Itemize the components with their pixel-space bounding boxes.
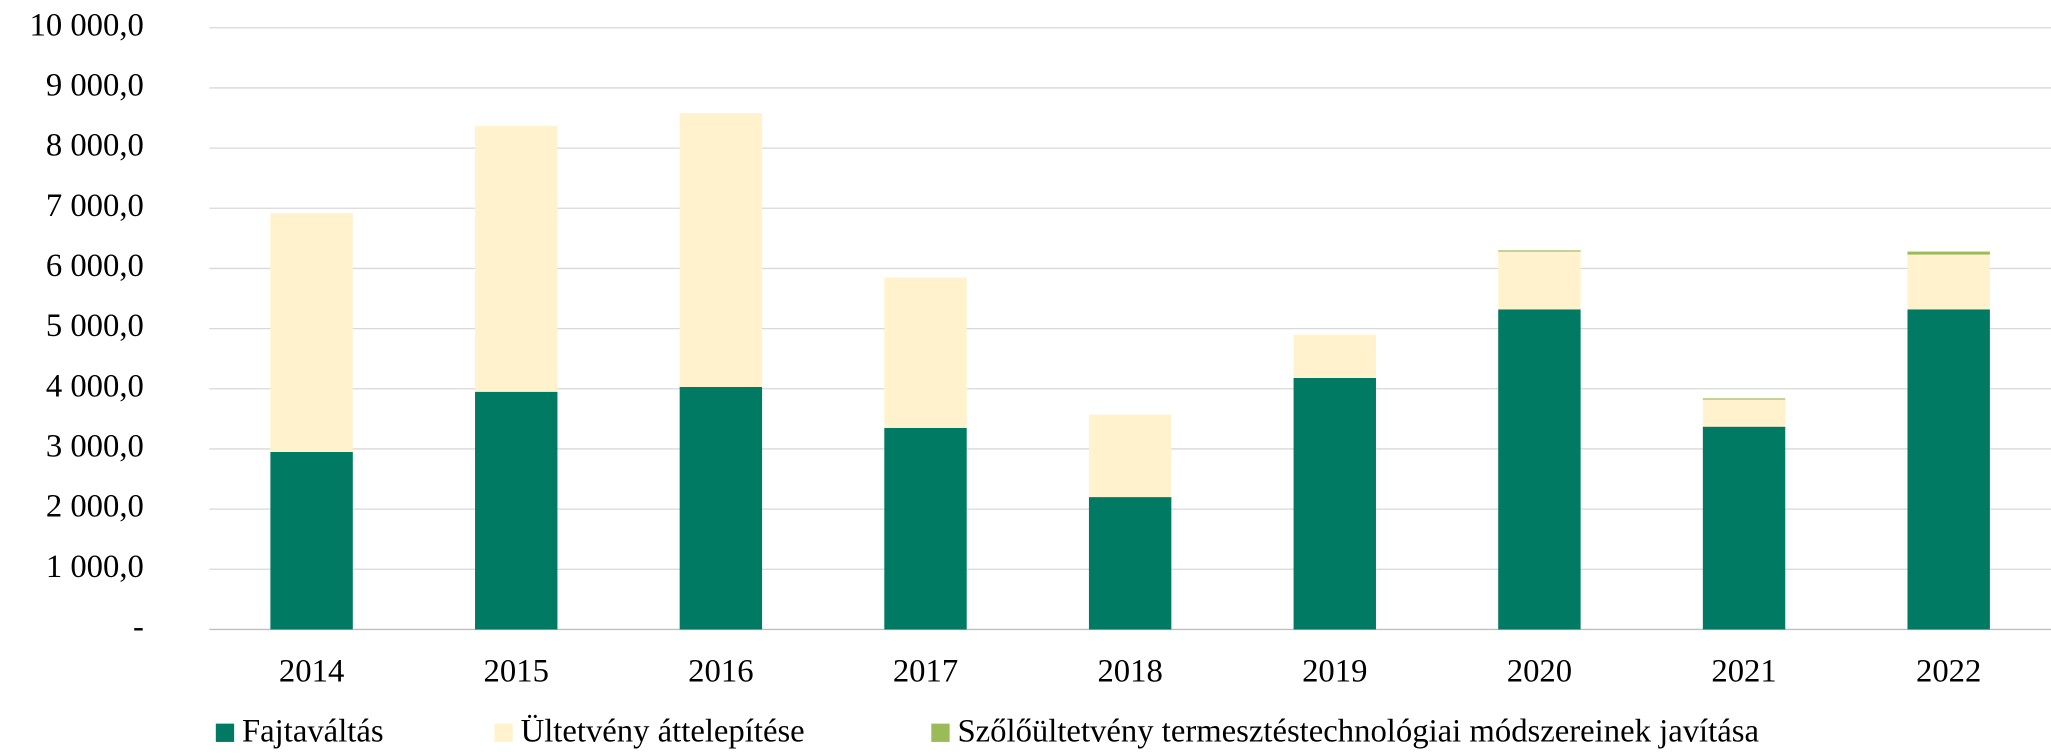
bar-segment (1498, 309, 1581, 630)
bar-segment (1907, 309, 1990, 630)
bar-segment (884, 277, 967, 428)
x-tick-label: 2018 (1097, 653, 1162, 689)
x-tick-label: 2020 (1507, 653, 1572, 689)
x-tick-label: 2017 (893, 653, 958, 689)
legend-label: Szőlőültetvény termesztéstechnológiai mó… (957, 714, 1759, 750)
bar-segment (1907, 251, 1990, 255)
bar-segment (679, 386, 763, 630)
bar-segment (270, 213, 353, 452)
bar-segment (884, 427, 967, 630)
y-tick-label: 1 000,0 (46, 549, 144, 585)
y-tick-label: 7 000,0 (46, 188, 144, 224)
x-tick-label: 2021 (1711, 653, 1776, 689)
legend-swatch (931, 723, 950, 742)
legend-label: Fajtaváltás (242, 714, 384, 750)
bar-segment (679, 113, 763, 387)
bar-segment (475, 125, 558, 392)
y-tick-label: 3 000,0 (46, 428, 144, 464)
bar-segment (1498, 251, 1581, 310)
y-tick-label: 5 000,0 (46, 308, 144, 344)
bar-segment (475, 391, 558, 630)
x-tick-label: 2019 (1302, 653, 1367, 689)
x-tick-label: 2014 (279, 653, 344, 689)
y-tick-label: 8 000,0 (46, 128, 144, 164)
y-tick-label: 6 000,0 (46, 248, 144, 284)
bar-segment (1702, 399, 1786, 427)
bar-segment (1088, 497, 1172, 630)
x-tick-label: 2015 (484, 653, 549, 689)
legend-label: Ültetvény áttelepítése (521, 714, 805, 750)
bar-segment (1702, 426, 1786, 630)
bar-segment (270, 451, 353, 630)
y-tick-label: 9 000,0 (46, 67, 144, 103)
legend-swatch (494, 723, 513, 742)
bar-segment (1293, 377, 1376, 630)
y-tick-label: 4 000,0 (46, 368, 144, 404)
y-tick-label: 10 000,0 (29, 7, 143, 43)
bar-segment (1293, 334, 1376, 378)
bar-segment (1702, 398, 1786, 400)
bar-segment (1498, 250, 1581, 252)
y-tick-label: - (133, 609, 144, 645)
bar-segment (1907, 254, 1990, 310)
x-tick-label: 2016 (688, 653, 753, 689)
bar-segment (1088, 414, 1172, 498)
x-tick-label: 2022 (1916, 653, 1981, 689)
legend-swatch (215, 723, 235, 742)
y-tick-label: 2 000,0 (46, 489, 144, 525)
